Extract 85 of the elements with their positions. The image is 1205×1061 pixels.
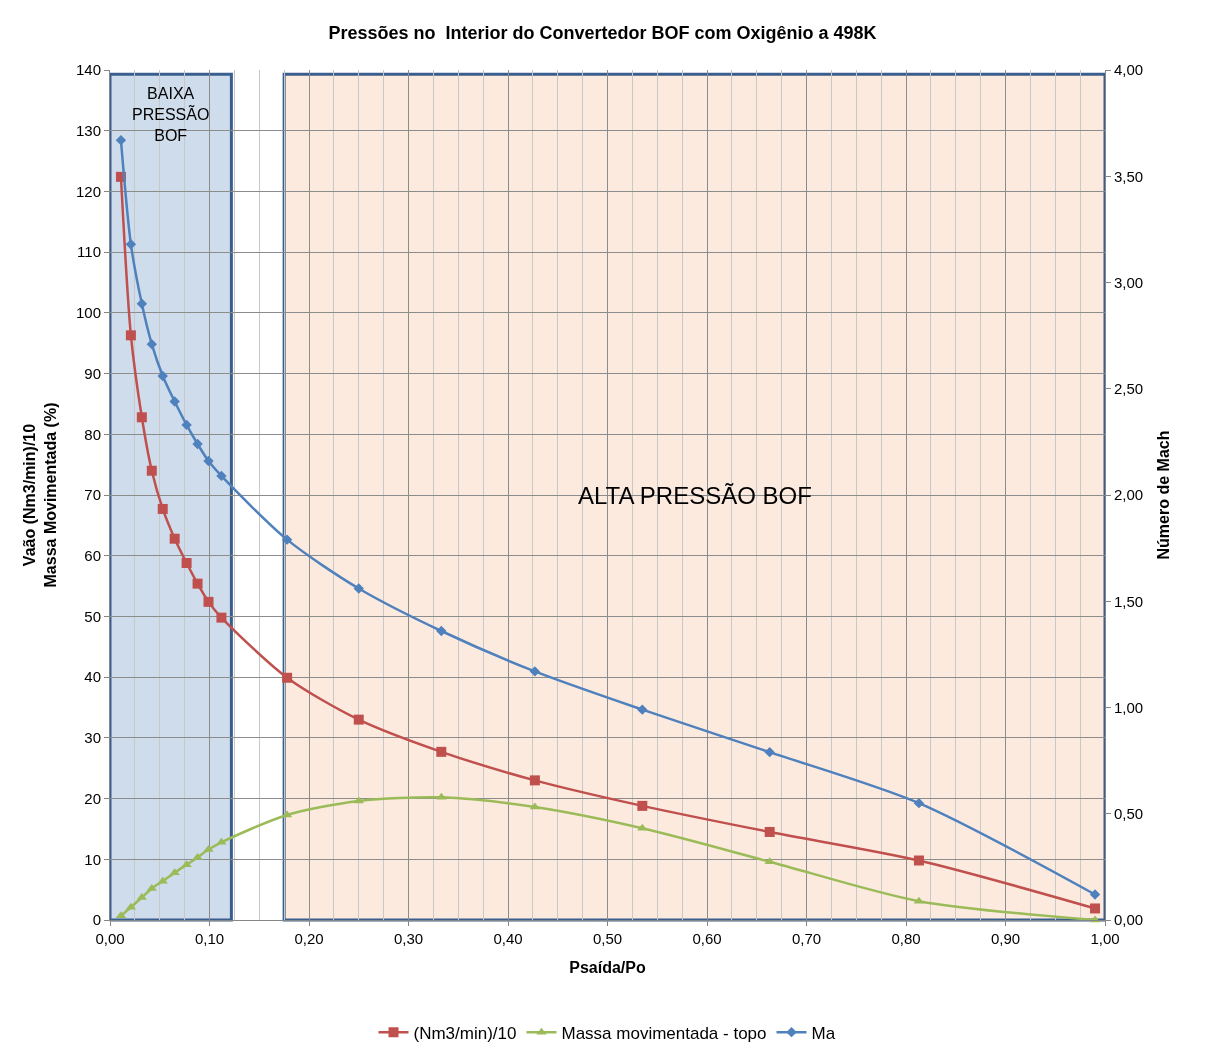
point bbox=[216, 470, 227, 482]
point bbox=[125, 330, 136, 341]
y2-tick-label: 4,00 bbox=[1114, 61, 1144, 79]
point bbox=[192, 438, 203, 450]
point bbox=[146, 883, 157, 891]
x-tick-label: 0,50 bbox=[592, 930, 623, 947]
chart-title: Pressões no Interior do Convertedor BOF com Oxigênio a 498K bbox=[328, 23, 877, 44]
x-tick-label: 0,80 bbox=[891, 930, 921, 947]
y2-tick-label: 2,50 bbox=[1114, 380, 1144, 397]
point bbox=[136, 412, 147, 423]
y-tick-label: 60 bbox=[84, 546, 101, 564]
point bbox=[637, 800, 648, 811]
y2-tick-label: 3,00 bbox=[1114, 273, 1144, 291]
point bbox=[436, 625, 447, 637]
band-label: BAIXA PRESSÃO BOF bbox=[132, 85, 210, 144]
point bbox=[146, 465, 157, 476]
point bbox=[192, 852, 203, 860]
point bbox=[216, 837, 227, 845]
y-tick-label: 40 bbox=[84, 668, 101, 686]
point bbox=[203, 455, 214, 467]
point bbox=[125, 239, 137, 250]
y2-axis-title: Número de Mach bbox=[1154, 430, 1172, 560]
point bbox=[436, 792, 447, 800]
x-tick-label: 0,10 bbox=[194, 930, 225, 947]
point bbox=[353, 583, 364, 594]
point bbox=[436, 746, 447, 757]
x-tick-label: 0,70 bbox=[791, 930, 822, 947]
band-label: ALTA PRESSÃO BOF bbox=[578, 482, 812, 509]
x-tick-label: 0,60 bbox=[692, 930, 722, 947]
y-tick-label: 20 bbox=[84, 789, 101, 807]
y-tick-label: 140 bbox=[75, 61, 101, 79]
y2-tick-label: 3,50 bbox=[1114, 167, 1144, 185]
x-tick-label: 0,40 bbox=[493, 930, 523, 947]
y2-tick-label: 0,00 bbox=[1114, 911, 1144, 929]
point bbox=[203, 596, 214, 607]
y2-tick-label: 0,50 bbox=[1114, 805, 1144, 822]
point bbox=[157, 370, 168, 382]
y2-tick-label: 2,00 bbox=[1114, 486, 1144, 504]
point bbox=[281, 534, 293, 545]
y-tick-label: 10 bbox=[84, 850, 101, 868]
point bbox=[913, 855, 924, 866]
y-axis-title: Vaão (Nm3/min)/10 Massa Movimentada (%) bbox=[21, 402, 59, 588]
y-tick-label: 80 bbox=[84, 425, 101, 443]
point bbox=[181, 558, 192, 568]
point bbox=[529, 775, 540, 786]
y2-tick-label: 1,00 bbox=[1114, 698, 1144, 716]
legend-label: (Nm3/min)/10 bbox=[413, 1023, 517, 1043]
x-tick-label: 1,00 bbox=[1090, 930, 1120, 947]
y-tick-label: 100 bbox=[75, 304, 101, 322]
point bbox=[136, 298, 148, 309]
y-tick-label: 0 bbox=[92, 911, 101, 929]
point bbox=[353, 796, 364, 804]
y2-tick-label: 1,50 bbox=[1114, 592, 1144, 610]
point bbox=[115, 134, 127, 146]
y-tick-label: 50 bbox=[84, 607, 101, 625]
point bbox=[529, 666, 541, 677]
x-axis-title: Psaída/Po bbox=[569, 958, 646, 976]
y-tick-label: 90 bbox=[84, 364, 101, 382]
point bbox=[913, 797, 925, 809]
point bbox=[1090, 903, 1101, 914]
x-tick-label: 0,00 bbox=[95, 930, 125, 947]
x-tick-label: 0,30 bbox=[393, 930, 424, 947]
point bbox=[181, 419, 192, 431]
point bbox=[764, 746, 775, 758]
point bbox=[1089, 889, 1101, 900]
point bbox=[764, 826, 775, 837]
y-tick-label: 120 bbox=[75, 182, 101, 200]
point bbox=[637, 823, 648, 831]
point bbox=[216, 612, 227, 623]
point bbox=[353, 714, 364, 725]
point bbox=[146, 338, 157, 350]
point bbox=[157, 503, 168, 514]
y-tick-label: 70 bbox=[84, 486, 101, 504]
point bbox=[169, 396, 180, 407]
legend-label: Massa movimentada - topo bbox=[561, 1023, 767, 1043]
point bbox=[192, 578, 203, 589]
point bbox=[282, 672, 293, 683]
legend-label: Ma bbox=[811, 1023, 836, 1043]
point bbox=[637, 704, 648, 715]
y-tick-label: 110 bbox=[77, 243, 101, 261]
x-tick-label: 0,90 bbox=[990, 930, 1021, 947]
y-tick-label: 130 bbox=[75, 121, 101, 139]
y-tick-label: 30 bbox=[84, 729, 101, 747]
x-tick-label: 0,20 bbox=[294, 930, 324, 947]
point bbox=[169, 533, 180, 544]
